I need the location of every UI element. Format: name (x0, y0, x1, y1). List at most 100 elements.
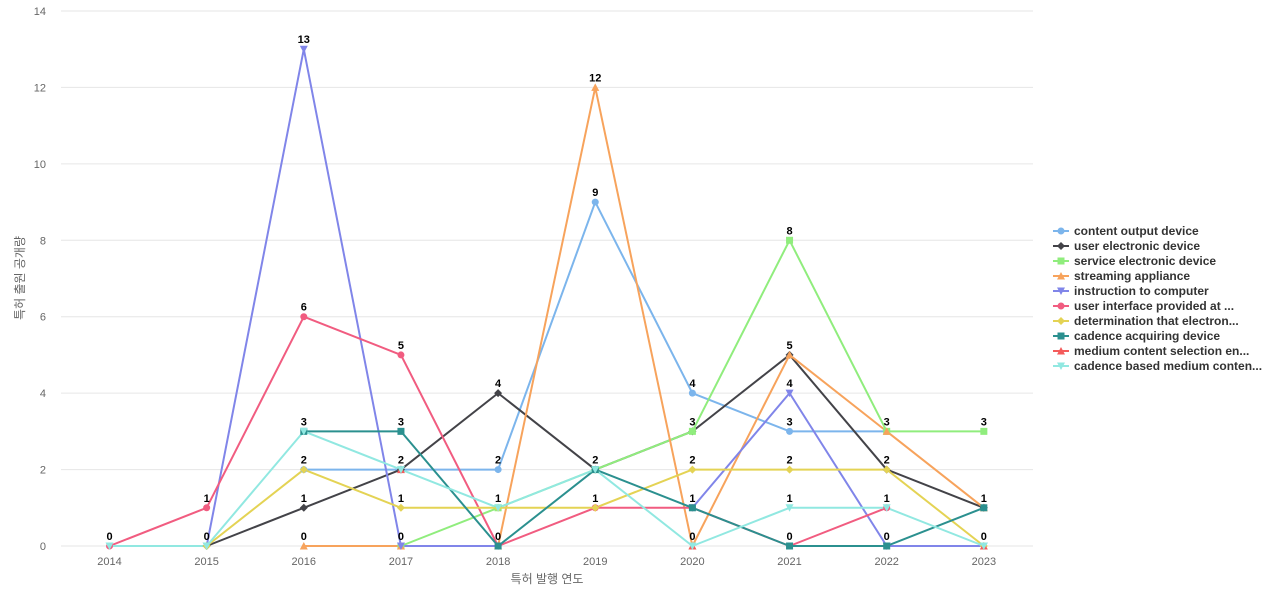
legend-marker (1057, 287, 1065, 295)
legend-label: determination that electron... (1074, 314, 1239, 328)
legend-label: service electronic device (1074, 254, 1216, 268)
data-point[interactable] (785, 465, 794, 474)
data-point[interactable] (202, 542, 211, 551)
data-point[interactable] (688, 427, 696, 435)
data-label: 4 (689, 378, 696, 390)
data-label: 0 (786, 531, 792, 543)
series-line (303, 201, 887, 471)
data-point[interactable] (786, 542, 794, 550)
data-point[interactable] (494, 466, 502, 474)
series-markers[interactable] (105, 45, 988, 551)
data-point[interactable] (591, 198, 599, 206)
data-label: 1 (301, 493, 307, 505)
data-label: 1 (884, 493, 890, 505)
legend-label: user interface provided at ... (1074, 299, 1234, 313)
legend-item[interactable]: cadence based medium conten... (1053, 359, 1262, 373)
data-label: 2 (689, 455, 695, 467)
data-label: 8 (786, 225, 792, 237)
series-line (206, 353, 985, 547)
data-point[interactable] (591, 466, 600, 474)
legend-item[interactable]: instruction to computer (1053, 284, 1209, 298)
data-point[interactable] (786, 236, 794, 244)
legend-item[interactable]: user electronic device (1053, 239, 1200, 253)
data-label: 0 (106, 531, 112, 543)
data-point[interactable] (299, 465, 308, 474)
data-point[interactable] (105, 542, 114, 551)
data-label: 3 (689, 416, 695, 428)
data-point[interactable] (591, 83, 600, 91)
data-label: 1 (786, 493, 792, 505)
data-point[interactable] (786, 427, 794, 435)
data-label: 0 (204, 531, 210, 543)
data-point[interactable] (688, 542, 697, 551)
grid-lines (61, 10, 1033, 547)
y-tick-label: 10 (34, 159, 46, 171)
x-tick-label: 2023 (972, 556, 996, 568)
data-point[interactable] (299, 45, 308, 54)
data-point[interactable] (299, 427, 308, 436)
series-line (303, 430, 985, 547)
data-point[interactable] (300, 313, 308, 321)
data-label: 1 (204, 493, 210, 505)
data-label: 0 (301, 531, 307, 543)
legend-label: user electronic device (1074, 239, 1200, 253)
data-label: 5 (786, 340, 792, 352)
data-point[interactable] (299, 542, 308, 550)
legend-item[interactable]: determination that electron... (1053, 314, 1239, 328)
legend-label: cadence acquiring device (1074, 329, 1220, 343)
data-point[interactable] (882, 427, 891, 435)
data-point[interactable] (882, 465, 891, 474)
series-lines (109, 48, 985, 547)
data-point[interactable] (494, 542, 502, 550)
x-axis-title: 특허 발행 연도 (511, 571, 584, 586)
data-point[interactable] (299, 503, 308, 512)
legend-label: content output device (1074, 224, 1199, 238)
x-tick-label: 2020 (680, 556, 704, 568)
legend-label: medium content selection en... (1074, 344, 1249, 358)
data-point[interactable] (397, 351, 405, 359)
y-tick-label: 0 (40, 541, 46, 553)
data-point[interactable] (785, 350, 794, 359)
data-point[interactable] (882, 504, 891, 512)
data-point[interactable] (785, 389, 794, 398)
x-tick-label: 2018 (486, 556, 510, 568)
data-point[interactable] (785, 504, 794, 512)
legend-label: instruction to computer (1074, 284, 1209, 298)
legend-marker (1057, 347, 1065, 355)
legend-item[interactable]: medium content selection en... (1053, 344, 1249, 358)
legend-marker (1057, 332, 1065, 340)
data-point[interactable] (494, 389, 503, 398)
data-labels: 0101363210532104210129214321085432103210… (106, 34, 986, 543)
y-tick-label: 14 (34, 6, 46, 18)
legend-item[interactable]: service electronic device (1053, 254, 1216, 268)
y-tick-label: 12 (34, 82, 46, 94)
data-point[interactable] (203, 504, 211, 512)
legend-marker (1057, 302, 1065, 310)
legend-item[interactable]: user interface provided at ... (1053, 299, 1234, 313)
data-point[interactable] (980, 504, 988, 512)
data-label: 3 (981, 416, 987, 428)
data-point[interactable] (591, 503, 600, 512)
x-tick-label: 2016 (292, 556, 316, 568)
legend-item[interactable]: content output device (1053, 224, 1199, 238)
y-axis-title: 특허 출원 공개량 (13, 236, 27, 320)
data-point[interactable] (980, 427, 988, 435)
data-point[interactable] (979, 542, 988, 551)
data-label: 1 (592, 493, 598, 505)
legend-marker (1057, 227, 1065, 235)
data-point[interactable] (883, 542, 891, 550)
data-point[interactable] (494, 504, 503, 512)
data-point[interactable] (396, 542, 405, 551)
data-point[interactable] (688, 465, 697, 474)
x-tick-label: 2022 (874, 556, 898, 568)
data-point[interactable] (688, 389, 696, 397)
legend-item[interactable]: streaming appliance (1053, 269, 1190, 283)
data-point[interactable] (396, 503, 405, 512)
legend-item[interactable]: cadence acquiring device (1053, 329, 1220, 343)
data-point[interactable] (688, 504, 696, 512)
data-point[interactable] (396, 466, 405, 474)
data-point[interactable] (397, 427, 405, 435)
